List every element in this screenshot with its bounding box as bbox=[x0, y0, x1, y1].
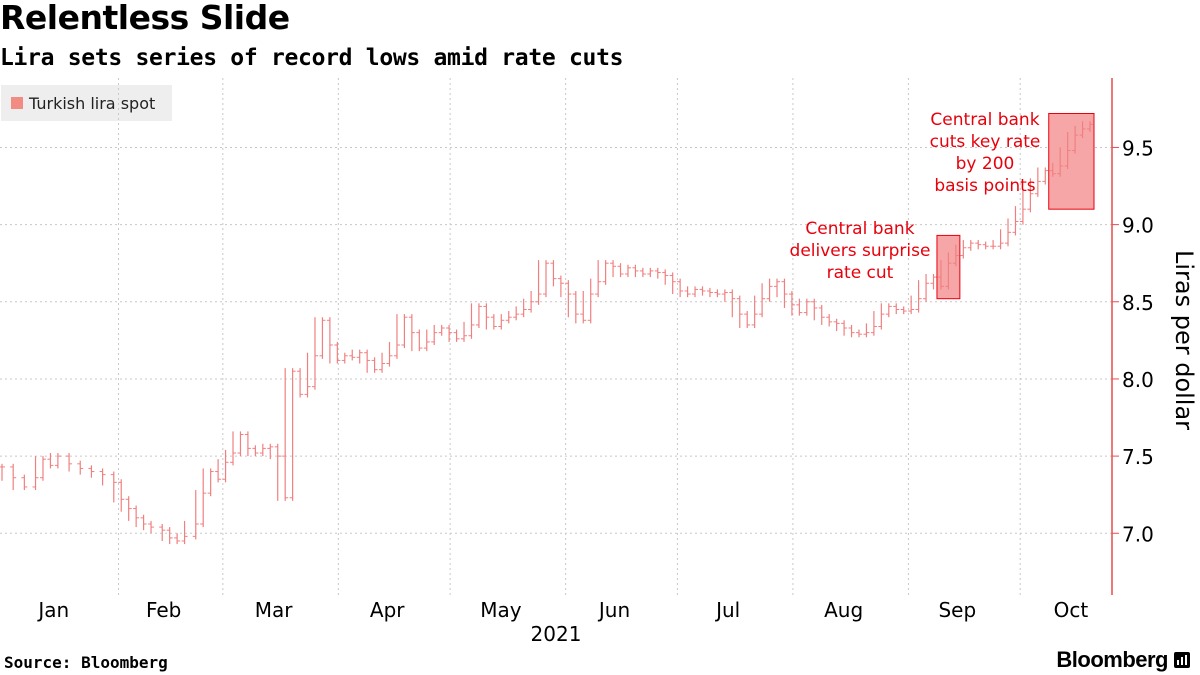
legend-label: Turkish lira spot bbox=[29, 93, 156, 113]
y-tick-label: 9.0 bbox=[1122, 214, 1154, 238]
annotation-line: delivers surprise bbox=[789, 241, 931, 261]
annotation-line: Central bank bbox=[930, 110, 1040, 130]
chart-subtitle: Lira sets series of record lows amid rat… bbox=[0, 45, 624, 71]
x-tick-label: Mar bbox=[255, 598, 294, 622]
annotation-line: cuts key rate bbox=[929, 132, 1041, 152]
annotation-line: Central bank bbox=[805, 219, 915, 239]
annotation-line: by 200 bbox=[955, 154, 1015, 174]
y-tick-label: 8.5 bbox=[1122, 291, 1154, 315]
bloomberg-terminal-icon bbox=[1174, 652, 1190, 668]
x-tick-label: Jul bbox=[714, 598, 740, 622]
legend-swatch bbox=[11, 97, 23, 109]
annotation-200bp-cut: Central bank cuts key rate by 200 basis … bbox=[910, 109, 1060, 197]
x-tick-label: Apr bbox=[370, 598, 405, 622]
brand-name: Bloomberg bbox=[1056, 647, 1168, 672]
legend: Turkish lira spot bbox=[1, 85, 172, 121]
annotation-box bbox=[1048, 112, 1095, 210]
bloomberg-logo: Bloomberg bbox=[1056, 647, 1190, 673]
x-tick-label: Feb bbox=[146, 598, 181, 622]
x-tick-label: Jan bbox=[36, 598, 69, 622]
y-axis-label: Liras per dollar bbox=[1170, 250, 1198, 430]
y-tick-label: 7.0 bbox=[1122, 522, 1154, 546]
x-axis-label: 2021 bbox=[531, 622, 582, 646]
y-tick-label: 8.0 bbox=[1122, 368, 1154, 392]
annotation-line: basis points bbox=[934, 176, 1036, 196]
y-tick-label: 9.5 bbox=[1122, 136, 1154, 160]
annotation-line: rate cut bbox=[826, 263, 894, 283]
annotation-surprise-rate-cut: Central bank delivers surprise rate cut bbox=[775, 218, 945, 284]
chart-title: Relentless Slide bbox=[0, 0, 290, 37]
x-tick-label: Oct bbox=[1054, 598, 1089, 622]
y-tick-label: 7.5 bbox=[1122, 445, 1154, 469]
x-tick-label: Jun bbox=[597, 598, 630, 622]
x-tick-label: May bbox=[480, 598, 522, 622]
source-note: Source: Bloomberg bbox=[4, 653, 168, 672]
x-tick-label: Sep bbox=[938, 598, 976, 622]
x-tick-label: Aug bbox=[824, 598, 863, 622]
